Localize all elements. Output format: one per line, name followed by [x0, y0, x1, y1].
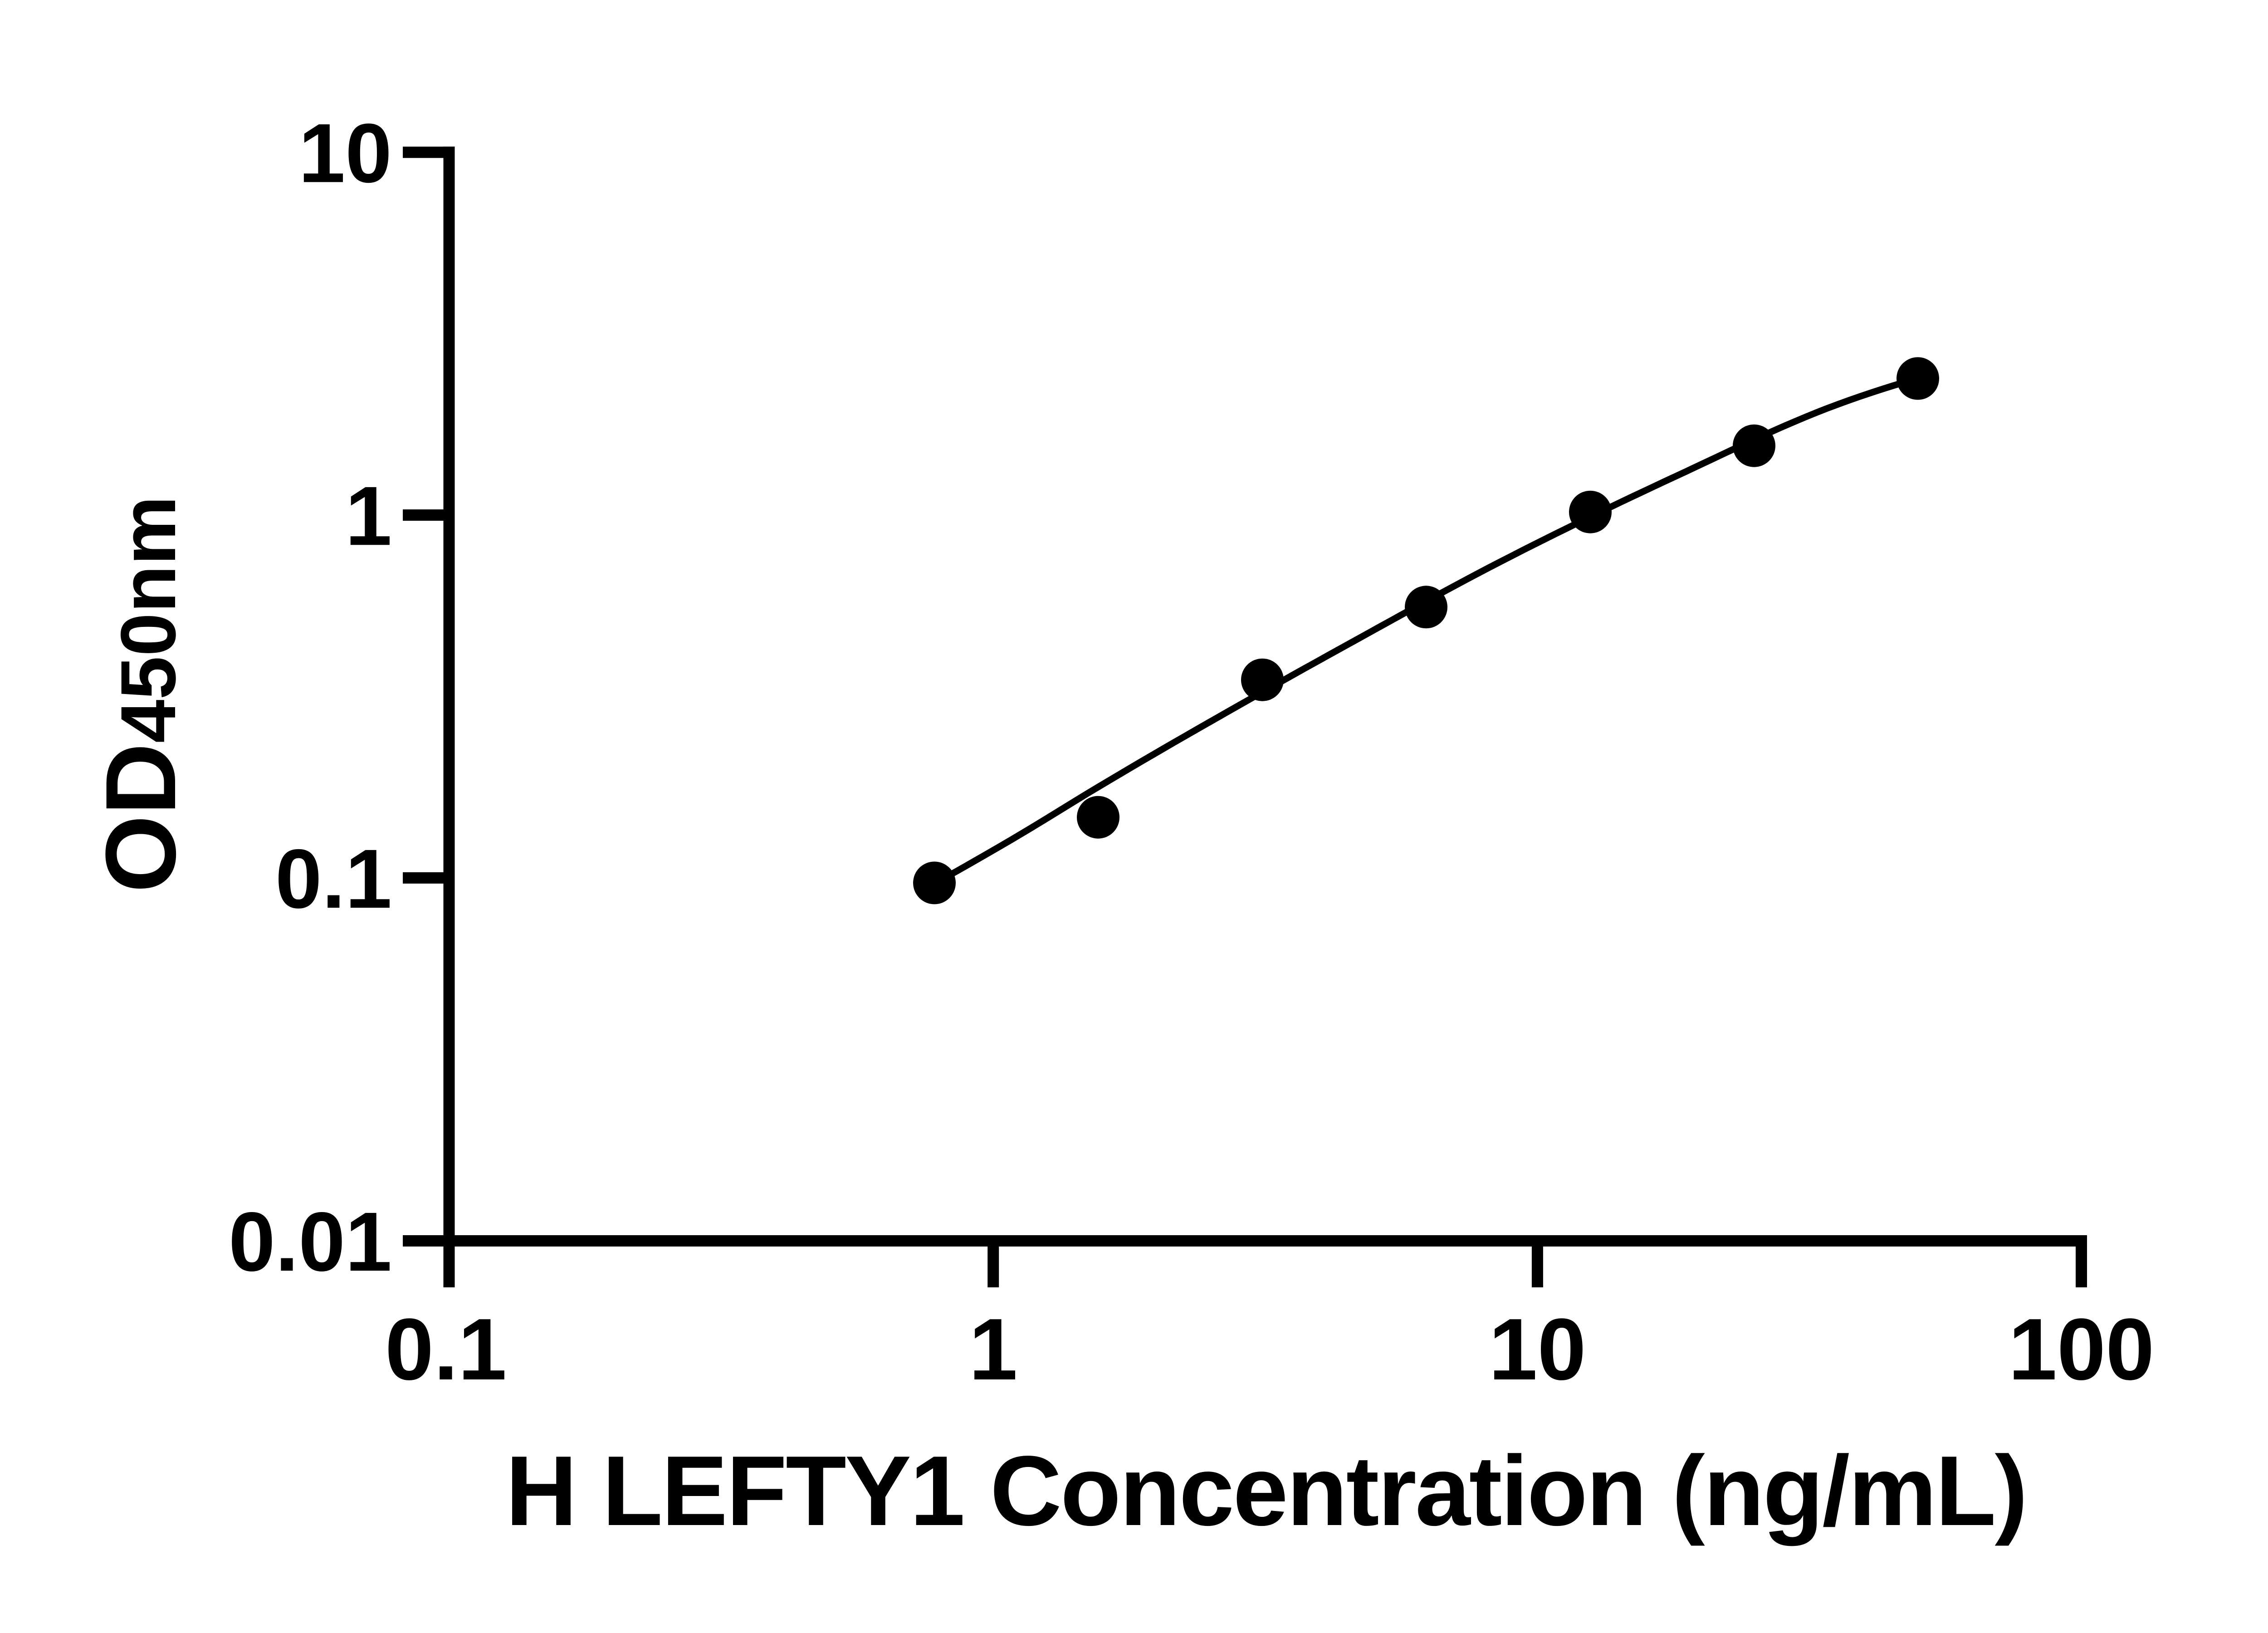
svg-text:0.1: 0.1 [385, 1300, 507, 1398]
svg-text:1: 1 [345, 469, 392, 563]
svg-text:1: 1 [969, 1300, 1017, 1398]
svg-text:100: 100 [2008, 1300, 2154, 1398]
svg-text:0.01: 0.01 [229, 1195, 392, 1289]
svg-text:H LEFTY1 Concentration (ng/mL): H LEFTY1 Concentration (ng/mL) [505, 1436, 2026, 1546]
svg-text:0.1: 0.1 [275, 832, 392, 926]
svg-text:10: 10 [1489, 1300, 1586, 1398]
svg-text:10: 10 [298, 107, 392, 200]
